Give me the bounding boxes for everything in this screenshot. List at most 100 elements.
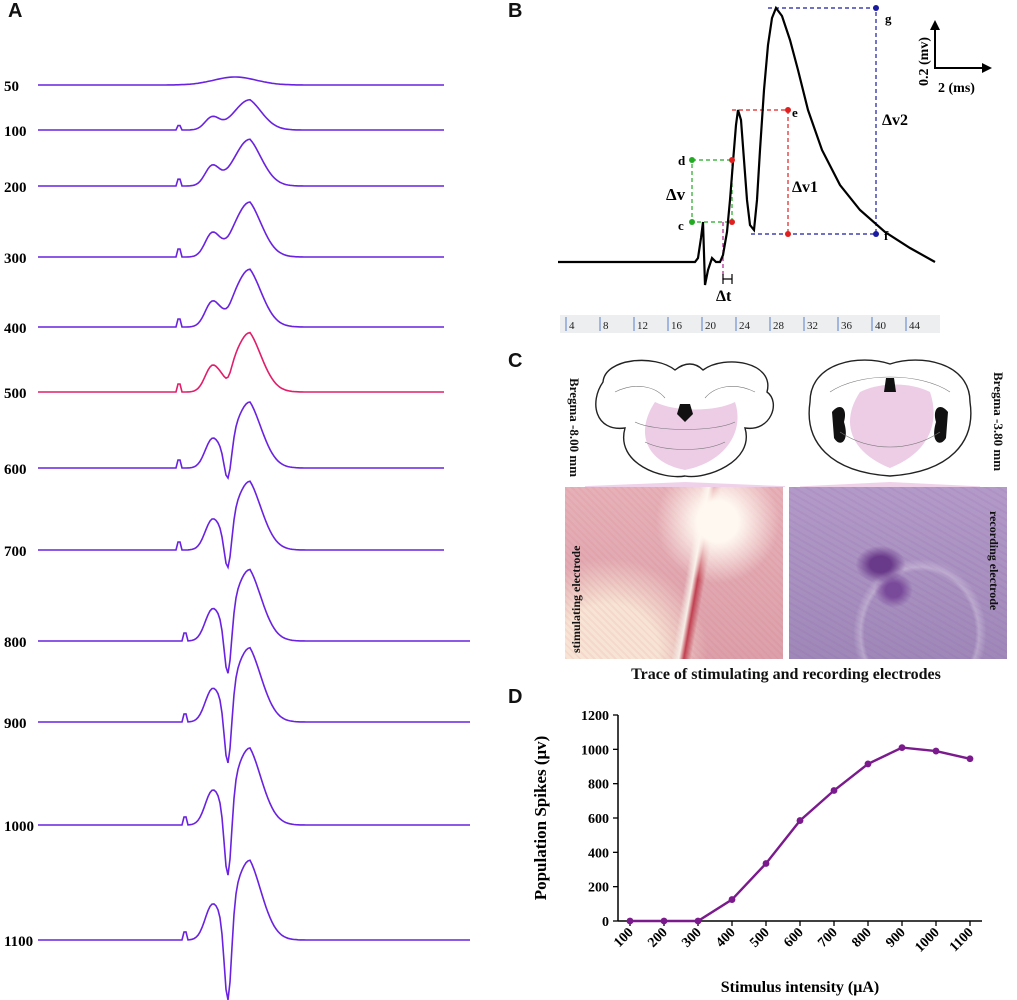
waveform-trace bbox=[558, 5, 936, 286]
ruler-tick-label: 4 bbox=[569, 320, 575, 332]
label-dv2: Δv2 bbox=[882, 112, 908, 129]
trace-label-900: 900 bbox=[4, 716, 27, 732]
ruler-tick-label: 32 bbox=[807, 320, 818, 332]
label-dv: Δv bbox=[666, 185, 686, 204]
x-tick-label: 500 bbox=[747, 925, 772, 950]
x-tick-label: 1100 bbox=[947, 925, 977, 955]
trace-label-400: 400 bbox=[4, 321, 27, 337]
panel-a-label: A bbox=[8, 0, 23, 22]
red-box bbox=[732, 109, 789, 234]
ruler-tick-label: 44 bbox=[909, 320, 921, 332]
recording-electrode-photo: recording electrode bbox=[789, 487, 1007, 659]
data-point bbox=[728, 896, 736, 903]
data-point bbox=[796, 817, 804, 824]
trace-label-100: 100 bbox=[4, 124, 27, 140]
scale-arrow-up-icon bbox=[930, 20, 940, 30]
trace-200 bbox=[38, 138, 444, 187]
point-f bbox=[873, 231, 879, 237]
y-tick-label: 1200 bbox=[581, 709, 609, 724]
ruler-tick-label: 8 bbox=[603, 320, 609, 332]
trace-900 bbox=[38, 646, 470, 764]
y-tick-label: 200 bbox=[588, 881, 609, 896]
x-tick-label: 100 bbox=[611, 925, 636, 950]
point-c-trough bbox=[729, 219, 735, 225]
trace-label-500: 500 bbox=[4, 386, 27, 402]
trace-label-700: 700 bbox=[4, 544, 27, 560]
data-point bbox=[694, 917, 702, 925]
label-d: d bbox=[678, 153, 686, 168]
point-e2 bbox=[785, 231, 791, 237]
ruler-tick-label: 40 bbox=[875, 320, 887, 332]
green-box bbox=[691, 159, 733, 223]
point-g bbox=[873, 5, 879, 11]
data-point bbox=[898, 744, 906, 752]
dt-bracket bbox=[722, 274, 733, 284]
trace-500 bbox=[38, 331, 444, 393]
label-f: f bbox=[884, 228, 889, 243]
bregma-left-label: Bregma -8.00 mm bbox=[567, 378, 582, 478]
y-axis-title: Population Spikes (μv) bbox=[531, 736, 550, 901]
label-dt: Δt bbox=[716, 288, 732, 305]
trace-600 bbox=[38, 401, 444, 480]
ruler-tick-label: 36 bbox=[841, 320, 853, 332]
point-e bbox=[785, 107, 791, 113]
y-tick-label: 800 bbox=[588, 778, 609, 793]
panel-d-chart: 0 200 400 600 800 1000 1200 100 200 300 400 500 600 7… bbox=[531, 709, 982, 996]
y-tick-label: 600 bbox=[588, 812, 609, 827]
ruler-tick-label: 24 bbox=[739, 320, 751, 332]
y-tick-label: 0 bbox=[602, 915, 609, 930]
trace-300 bbox=[38, 201, 444, 258]
stimulating-electrode-label: stimulating electrode bbox=[569, 545, 583, 653]
x-tick-label: 300 bbox=[679, 925, 704, 950]
scale-arrow-right-icon bbox=[982, 63, 992, 73]
label-c: c bbox=[678, 218, 684, 233]
blue-box bbox=[748, 7, 877, 235]
x-tick-label: 1000 bbox=[912, 925, 942, 955]
ruler-tick-label: 28 bbox=[773, 320, 785, 332]
panel-b-label: B bbox=[508, 0, 523, 22]
label-g: g bbox=[885, 11, 892, 26]
brain-atlas-left bbox=[585, 359, 785, 487]
time-ruler bbox=[560, 315, 940, 333]
data-point bbox=[626, 917, 634, 925]
data-point bbox=[864, 760, 872, 768]
ruler-tick-label: 20 bbox=[705, 320, 717, 332]
trace-1100 bbox=[38, 859, 470, 1000]
trace-800 bbox=[38, 568, 470, 674]
label-dv1: Δv1 bbox=[792, 179, 818, 196]
trace-50 bbox=[38, 76, 444, 86]
panel-c-label: C bbox=[508, 350, 523, 372]
x-tick-label: 400 bbox=[713, 925, 738, 950]
panel-c-caption: Trace of stimulating and recording elect… bbox=[631, 666, 941, 683]
y-tick-label: 1000 bbox=[581, 743, 609, 758]
trace-label-50: 50 bbox=[4, 79, 19, 95]
ruler-tick-label: 12 bbox=[637, 320, 648, 332]
trace-label-800: 800 bbox=[4, 635, 27, 651]
trace-label-1000: 1000 bbox=[4, 819, 34, 835]
data-point bbox=[932, 747, 940, 755]
point-d-peak bbox=[729, 157, 735, 163]
x-tick-label: 200 bbox=[645, 925, 670, 950]
data-point bbox=[660, 917, 668, 925]
trace-400 bbox=[38, 268, 444, 328]
x-tick-label: 800 bbox=[849, 925, 874, 950]
panel-b-waveform: d c Δv e Δv1 g Δv2 f Δt 0.2 (mv) 2 (ms) … bbox=[558, 5, 992, 333]
scale-x-label: 2 (ms) bbox=[938, 81, 975, 96]
data-point bbox=[966, 755, 974, 763]
brain-atlas-right bbox=[800, 359, 980, 487]
trace-1000 bbox=[38, 747, 470, 876]
trace-label-200: 200 bbox=[4, 180, 27, 196]
point-d bbox=[689, 157, 695, 163]
point-c bbox=[689, 219, 695, 225]
x-tick-label: 600 bbox=[781, 925, 806, 950]
recording-electrode-label: recording electrode bbox=[987, 511, 1001, 611]
bregma-right-label: Bregma -3.80 mm bbox=[991, 372, 1006, 472]
scale-y-label: 0.2 (mv) bbox=[917, 37, 932, 86]
trace-700 bbox=[38, 480, 444, 570]
ruler-tick-label: 16 bbox=[671, 320, 683, 332]
label-e: e bbox=[792, 105, 798, 120]
panel-d-label: D bbox=[508, 686, 523, 708]
trace-label-600: 600 bbox=[4, 462, 27, 478]
y-tick-label: 400 bbox=[588, 846, 609, 861]
